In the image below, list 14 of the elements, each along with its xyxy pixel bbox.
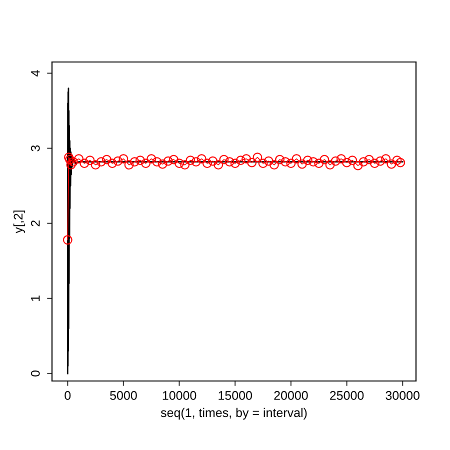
y-tick-label: 0 bbox=[30, 370, 40, 376]
y-tick-label: 2 bbox=[30, 220, 40, 226]
x-tick-label: 0 bbox=[64, 391, 71, 400]
x-tick-label: 25000 bbox=[330, 391, 364, 400]
y-tick-label: 3 bbox=[30, 145, 40, 152]
x-tick-label: 15000 bbox=[218, 391, 252, 400]
x-tick-label: 30000 bbox=[386, 391, 420, 400]
x-axis-title: seq(1, times, by = interval) bbox=[160, 408, 307, 420]
x-tick-label: 10000 bbox=[162, 391, 196, 400]
x-tick-label: 20000 bbox=[274, 391, 308, 400]
y-axis-title: y[,2] bbox=[13, 210, 26, 234]
y-tick-label: 4 bbox=[31, 70, 40, 76]
y-tick-label: 1 bbox=[31, 296, 40, 301]
x-tick-label: 5000 bbox=[110, 391, 137, 400]
